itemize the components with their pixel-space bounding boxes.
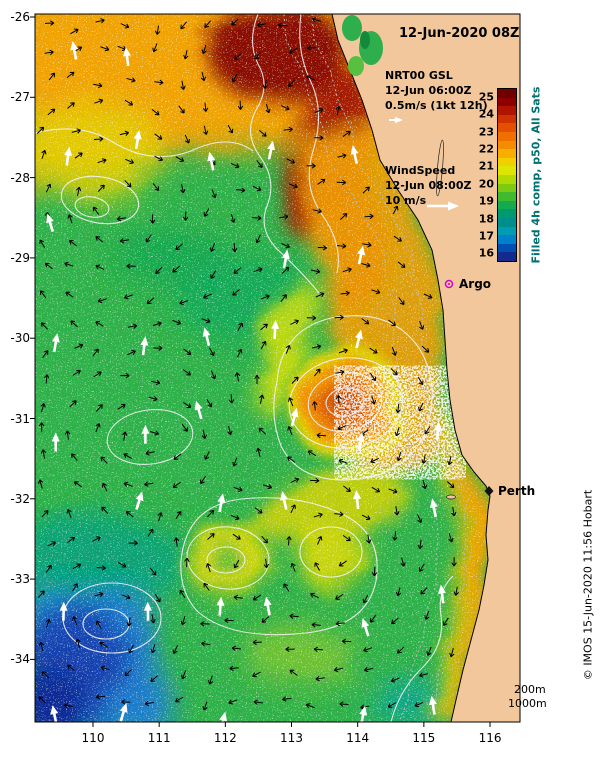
map-title: 12-Jun-2020 08Z xyxy=(399,26,520,41)
gsl-scale-arrow xyxy=(389,116,403,124)
y-tick-label--31: -31 xyxy=(10,411,30,426)
x-tick-label-114: 114 xyxy=(346,731,370,745)
colorbar-tick-18: 18 xyxy=(478,212,494,225)
colorbar-tick-20: 20 xyxy=(478,177,494,191)
argo-marker xyxy=(444,279,454,289)
island-rottnest xyxy=(446,494,456,500)
colorbar-tick-19: 19 xyxy=(478,194,494,208)
argo-label: Argo xyxy=(459,277,492,291)
y-tick-label--26: -26 xyxy=(10,10,30,24)
y-tick-label--30: -30 xyxy=(10,331,30,346)
wind-legend-line3: 10 m/s xyxy=(385,194,427,207)
wind-vector-arrows xyxy=(46,40,446,722)
colorbar xyxy=(497,88,517,262)
axis-ticks xyxy=(30,16,491,727)
shark-bay-water xyxy=(342,15,383,76)
wind-scale-arrow xyxy=(427,201,459,211)
depth-200m-label: 200m xyxy=(514,683,546,696)
y-tick-label--34: -34 xyxy=(10,652,30,667)
colorbar-tick-16: 16 xyxy=(478,246,494,260)
y-tick-label--29: -29 xyxy=(10,250,30,265)
colorbar-tick-24: 24 xyxy=(478,107,494,121)
gsl-legend-line1: NRT00 GSL xyxy=(385,69,453,82)
x-tick-label-113: 113 xyxy=(280,731,303,745)
isobath-1000m xyxy=(283,14,443,722)
gsl-legend-line3: 0.5m/s (1kt 12h) xyxy=(385,99,488,112)
map-frame xyxy=(34,13,521,723)
depth-1000m-label: 1000m xyxy=(508,697,547,710)
y-tick-label--33: -33 xyxy=(10,572,30,587)
x-tick-label-110: 110 xyxy=(81,731,105,745)
x-tick-label-112: 112 xyxy=(213,731,237,745)
colorbar-caption: Filled 4h comp, p50, All Sats xyxy=(529,86,543,264)
land-coastline xyxy=(331,14,520,722)
colorbar-tick-23: 23 xyxy=(478,125,494,138)
x-tick-label-115: 115 xyxy=(412,731,436,745)
wind-legend-line1: WindSpeed xyxy=(385,164,456,177)
gsl-legend: NRT00 GSL 12-Jun 06:00Z 0.5m/s (1kt 12h) xyxy=(385,68,488,113)
perth-marker xyxy=(484,486,494,496)
isobath-200m xyxy=(311,14,471,722)
colorbar-tick-25: 25 xyxy=(478,90,494,104)
x-tick-label-116: 116 xyxy=(478,731,502,745)
colorbar-tick-22: 22 xyxy=(478,142,494,156)
gsl-legend-line2: 12-Jun 06:00Z xyxy=(385,84,472,97)
x-tick-label-111: 111 xyxy=(147,731,171,745)
wind-legend-line2: 12-Jun 08:00Z xyxy=(385,179,472,192)
y-tick-label--27: -27 xyxy=(10,90,30,105)
wind-legend: WindSpeed 12-Jun 08:00Z 10 m/s xyxy=(385,163,471,208)
y-tick-label--28: -28 xyxy=(10,170,30,185)
colorbar-tick-17: 17 xyxy=(478,229,494,243)
copyright-text: © IMOS 15-Jun-2020 11:56 Hobart xyxy=(581,489,595,681)
island-dirk-hartog xyxy=(436,139,444,197)
y-tick-label--32: -32 xyxy=(10,491,30,506)
colorbar-tick-21: 21 xyxy=(478,159,494,173)
perth-label: Perth xyxy=(498,484,536,498)
current-vector-arrows xyxy=(36,17,459,711)
